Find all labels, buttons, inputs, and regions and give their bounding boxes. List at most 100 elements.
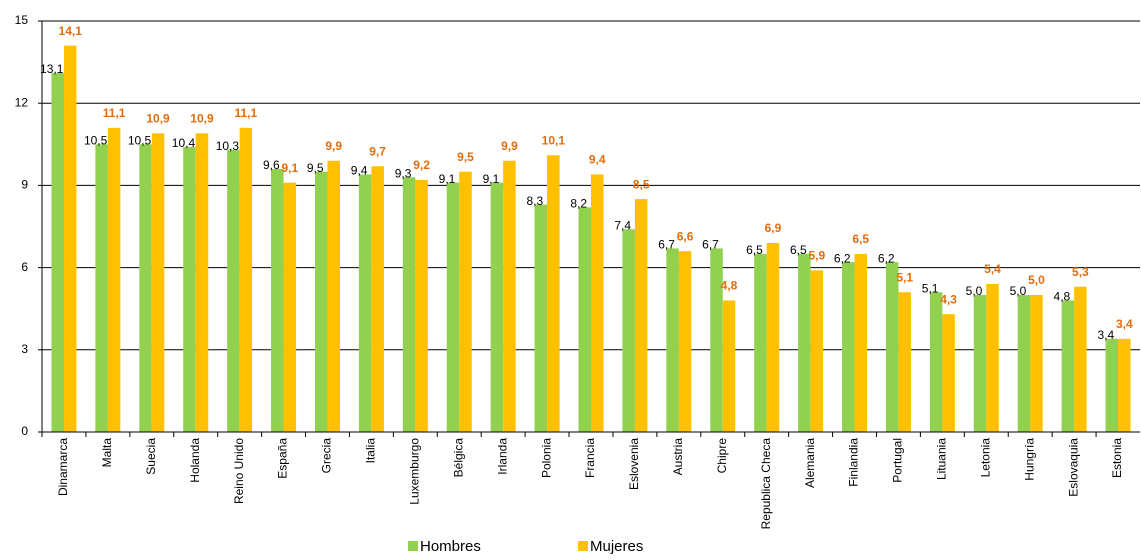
x-tick-label: Luxemburgo [407, 438, 421, 505]
value-label: 4,8 [721, 279, 738, 293]
value-label: 9,9 [325, 139, 342, 153]
bar [139, 144, 152, 433]
x-tick-label: Francia [583, 438, 597, 478]
y-tick-label: 12 [15, 95, 29, 109]
value-label: 5,3 [1072, 265, 1089, 279]
value-label: 5,1 [922, 281, 939, 295]
value-label: 9,7 [369, 144, 386, 158]
value-label: 13,1 [40, 62, 64, 76]
bar [271, 168, 284, 432]
bar [929, 292, 943, 432]
bar [183, 147, 196, 433]
bar [51, 73, 64, 432]
legend-swatch [578, 541, 588, 551]
x-tick-label: Hungría [1022, 438, 1036, 481]
bar [722, 300, 736, 432]
value-label: 10,5 [84, 133, 108, 147]
value-label: 14,1 [59, 24, 83, 38]
x-tick-label: Chipre [715, 438, 729, 474]
bar [195, 133, 209, 432]
value-label: 5,0 [1010, 284, 1027, 298]
value-label: 10,1 [542, 133, 566, 147]
x-tick-label: Eslovenia [627, 438, 641, 490]
x-tick-label: Finlandia [847, 438, 861, 487]
bar [766, 242, 780, 432]
legend-label: Mujeres [590, 538, 643, 555]
x-tick-label: Polonia [539, 438, 553, 478]
value-label: 6,5 [746, 243, 763, 257]
bar [842, 262, 855, 432]
bar [1118, 338, 1131, 432]
x-tick-label: Lituania [935, 438, 949, 480]
value-label: 6,7 [658, 238, 675, 252]
value-label: 9,6 [263, 158, 280, 172]
value-label: 4,8 [1054, 290, 1071, 304]
bar [283, 182, 297, 432]
bar [227, 149, 240, 432]
value-label: 11,1 [103, 106, 126, 120]
bar [107, 127, 121, 433]
bar [371, 166, 384, 432]
legend-swatch [408, 541, 418, 551]
bar [854, 253, 868, 432]
bar [358, 174, 372, 432]
x-tick-label: Austria [671, 438, 685, 476]
bar [490, 182, 504, 432]
value-label: 6,9 [765, 221, 782, 235]
x-tick-label: Letonia [978, 438, 992, 478]
y-tick-label: 15 [15, 13, 29, 27]
value-label: 10,4 [172, 136, 196, 150]
value-label: 5,1 [896, 270, 913, 284]
value-label: 5,0 [1028, 273, 1045, 287]
bar [591, 174, 604, 432]
x-tick-label: Republica Checa [759, 438, 773, 530]
bar [547, 155, 560, 432]
bar [898, 292, 911, 432]
value-label: 5,4 [984, 262, 1001, 276]
value-label: 9,1 [281, 161, 298, 175]
bar [327, 160, 340, 433]
x-tick-label: Alemania [803, 438, 817, 488]
bar [678, 251, 692, 432]
bar [810, 270, 824, 432]
value-label: 11,1 [235, 106, 258, 120]
x-tick-label: Grecia [320, 438, 334, 474]
value-label: 3,4 [1116, 317, 1133, 331]
bar [402, 177, 416, 432]
value-label: 9,1 [439, 172, 456, 186]
y-tick-label: 6 [21, 260, 28, 274]
x-tick-label: Eslovaquia [1066, 438, 1080, 497]
bar [885, 262, 899, 432]
x-tick-label: Reino Unido [232, 438, 246, 504]
bar [151, 133, 165, 432]
x-tick-label: Irlanda [495, 438, 509, 475]
value-label: 9,2 [413, 158, 430, 172]
bar [973, 295, 987, 432]
bar [63, 45, 77, 432]
bar [446, 182, 460, 432]
bar [95, 144, 108, 433]
value-label: 10,9 [190, 112, 214, 126]
value-label: 9,5 [307, 161, 324, 175]
value-label: 9,9 [501, 139, 518, 153]
value-label: 6,7 [702, 238, 719, 252]
value-label: 9,4 [351, 164, 368, 178]
bar [754, 253, 767, 432]
x-tick-label: España [276, 438, 290, 479]
value-label: 8,3 [526, 194, 543, 208]
bar [798, 253, 811, 432]
value-label: 9,5 [457, 150, 474, 164]
y-tick-label: 0 [21, 424, 28, 438]
value-label: 5,0 [966, 284, 983, 298]
bar [1074, 286, 1087, 432]
bar [314, 171, 328, 432]
x-tick-label: Suecia [144, 438, 158, 475]
value-label: 3,4 [1097, 328, 1114, 342]
value-label: 10,9 [146, 112, 170, 126]
y-tick-label: 9 [21, 178, 28, 192]
value-label: 5,9 [809, 249, 826, 263]
bar [578, 207, 591, 432]
x-tick-label: Malta [100, 438, 114, 468]
value-label: 4,3 [940, 292, 957, 306]
